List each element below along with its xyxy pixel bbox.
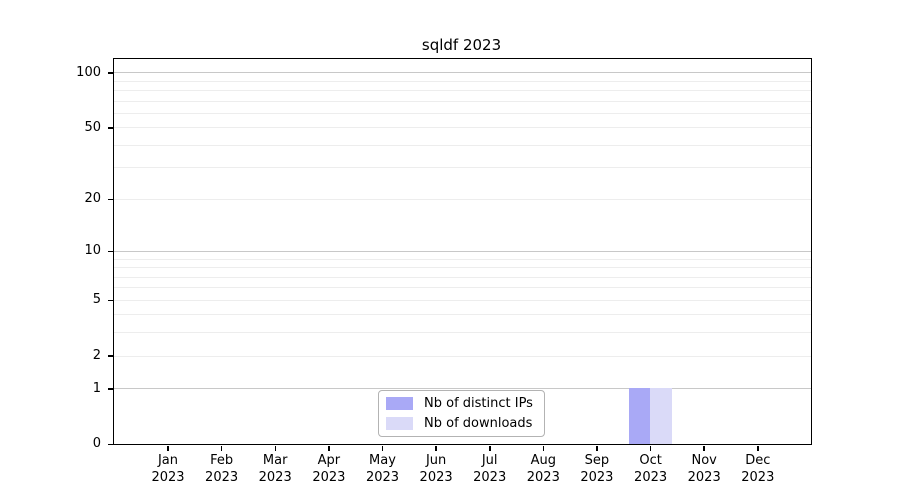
x-tick-label-may-2023: May 2023 — [365, 453, 400, 485]
x-tick-sep-2023 — [596, 445, 598, 451]
gridline-minor-70 — [114, 100, 811, 102]
legend-label-distinct-ips: Nb of distinct IPs — [424, 396, 533, 411]
x-tick-label-aug-2023: Aug 2023 — [526, 453, 560, 485]
gridline-minor-20 — [114, 198, 811, 200]
legend-item-downloads: Nb of downloads — [386, 415, 544, 432]
gridline-minor-60 — [114, 112, 811, 114]
gridline-minor-50 — [114, 127, 811, 129]
x-tick-label-nov-2023: Nov 2023 — [687, 453, 721, 485]
gridline-minor-40 — [114, 144, 811, 146]
gridline-major-10 — [114, 250, 811, 252]
gridline-minor-7 — [114, 276, 811, 278]
gridline-minor-8 — [114, 267, 811, 268]
legend-swatch-distinct-ips-icon — [386, 397, 413, 410]
gridline-minor-2 — [114, 355, 811, 357]
legend-label-downloads: Nb of downloads — [424, 416, 533, 431]
x-tick-nov-2023 — [703, 445, 705, 451]
chart-title: sqldf 2023 — [421, 36, 502, 54]
x-tick-dec-2023 — [757, 445, 759, 451]
x-tick-feb-2023 — [220, 445, 223, 451]
x-tick-label-mar-2023: Mar 2023 — [258, 453, 292, 485]
y-tick-label-2: 2 — [92, 347, 101, 363]
y-tick-label-10: 10 — [84, 243, 101, 259]
gridline-minor-3 — [114, 332, 811, 334]
gridline-major-100 — [114, 72, 811, 74]
x-tick-label-jun-2023: Jun 2023 — [419, 453, 453, 485]
x-tick-may-2023 — [381, 445, 384, 451]
x-tick-mar-2023 — [274, 445, 276, 451]
y-tick-label-50: 50 — [84, 119, 101, 135]
x-tick-aug-2023 — [542, 445, 545, 451]
gridline-minor-4 — [114, 314, 811, 316]
gridline-minor-80 — [114, 90, 811, 91]
x-tick-jul-2023 — [489, 445, 491, 451]
gridline-minor-5 — [114, 299, 811, 301]
legend: Nb of distinct IPs Nb of downloads — [378, 390, 545, 437]
x-tick-label-dec-2023: Dec 2023 — [741, 453, 775, 485]
legend-item-distinct-ips: Nb of distinct IPs — [386, 395, 544, 412]
x-tick-oct-2023 — [649, 445, 652, 451]
gridline-minor-6 — [114, 287, 811, 289]
x-tick-apr-2023 — [328, 445, 330, 451]
y-tick-label-5: 5 — [92, 292, 101, 308]
bar-nb-of-distinct-ips-oct-2023 — [628, 388, 651, 444]
legend-swatch-downloads-icon — [386, 417, 413, 430]
y-tick-label-100: 100 — [76, 64, 101, 80]
x-tick-label-oct-2023: Oct 2023 — [634, 453, 668, 485]
gridline-minor-90 — [114, 80, 811, 82]
y-tick-label-1: 1 — [92, 380, 101, 396]
y-tick-label-0: 0 — [92, 436, 101, 452]
gridline-minor-9 — [114, 258, 811, 260]
bar-nb-of-downloads-oct-2023 — [650, 388, 672, 444]
x-tick-label-sep-2023: Sep 2023 — [580, 453, 614, 485]
x-tick-label-feb-2023: Feb 2023 — [205, 453, 239, 485]
x-tick-label-jan-2023: Jan 2023 — [151, 453, 185, 485]
y-tick-label-20: 20 — [84, 191, 101, 207]
x-tick-jan-2023 — [167, 445, 169, 451]
x-tick-jun-2023 — [435, 445, 437, 451]
gridline-major-1 — [114, 388, 811, 390]
x-tick-label-apr-2023: Apr 2023 — [312, 453, 346, 485]
x-tick-label-jul-2023: Jul 2023 — [473, 453, 507, 485]
gridline-minor-30 — [114, 167, 811, 169]
plot-area — [113, 58, 812, 445]
